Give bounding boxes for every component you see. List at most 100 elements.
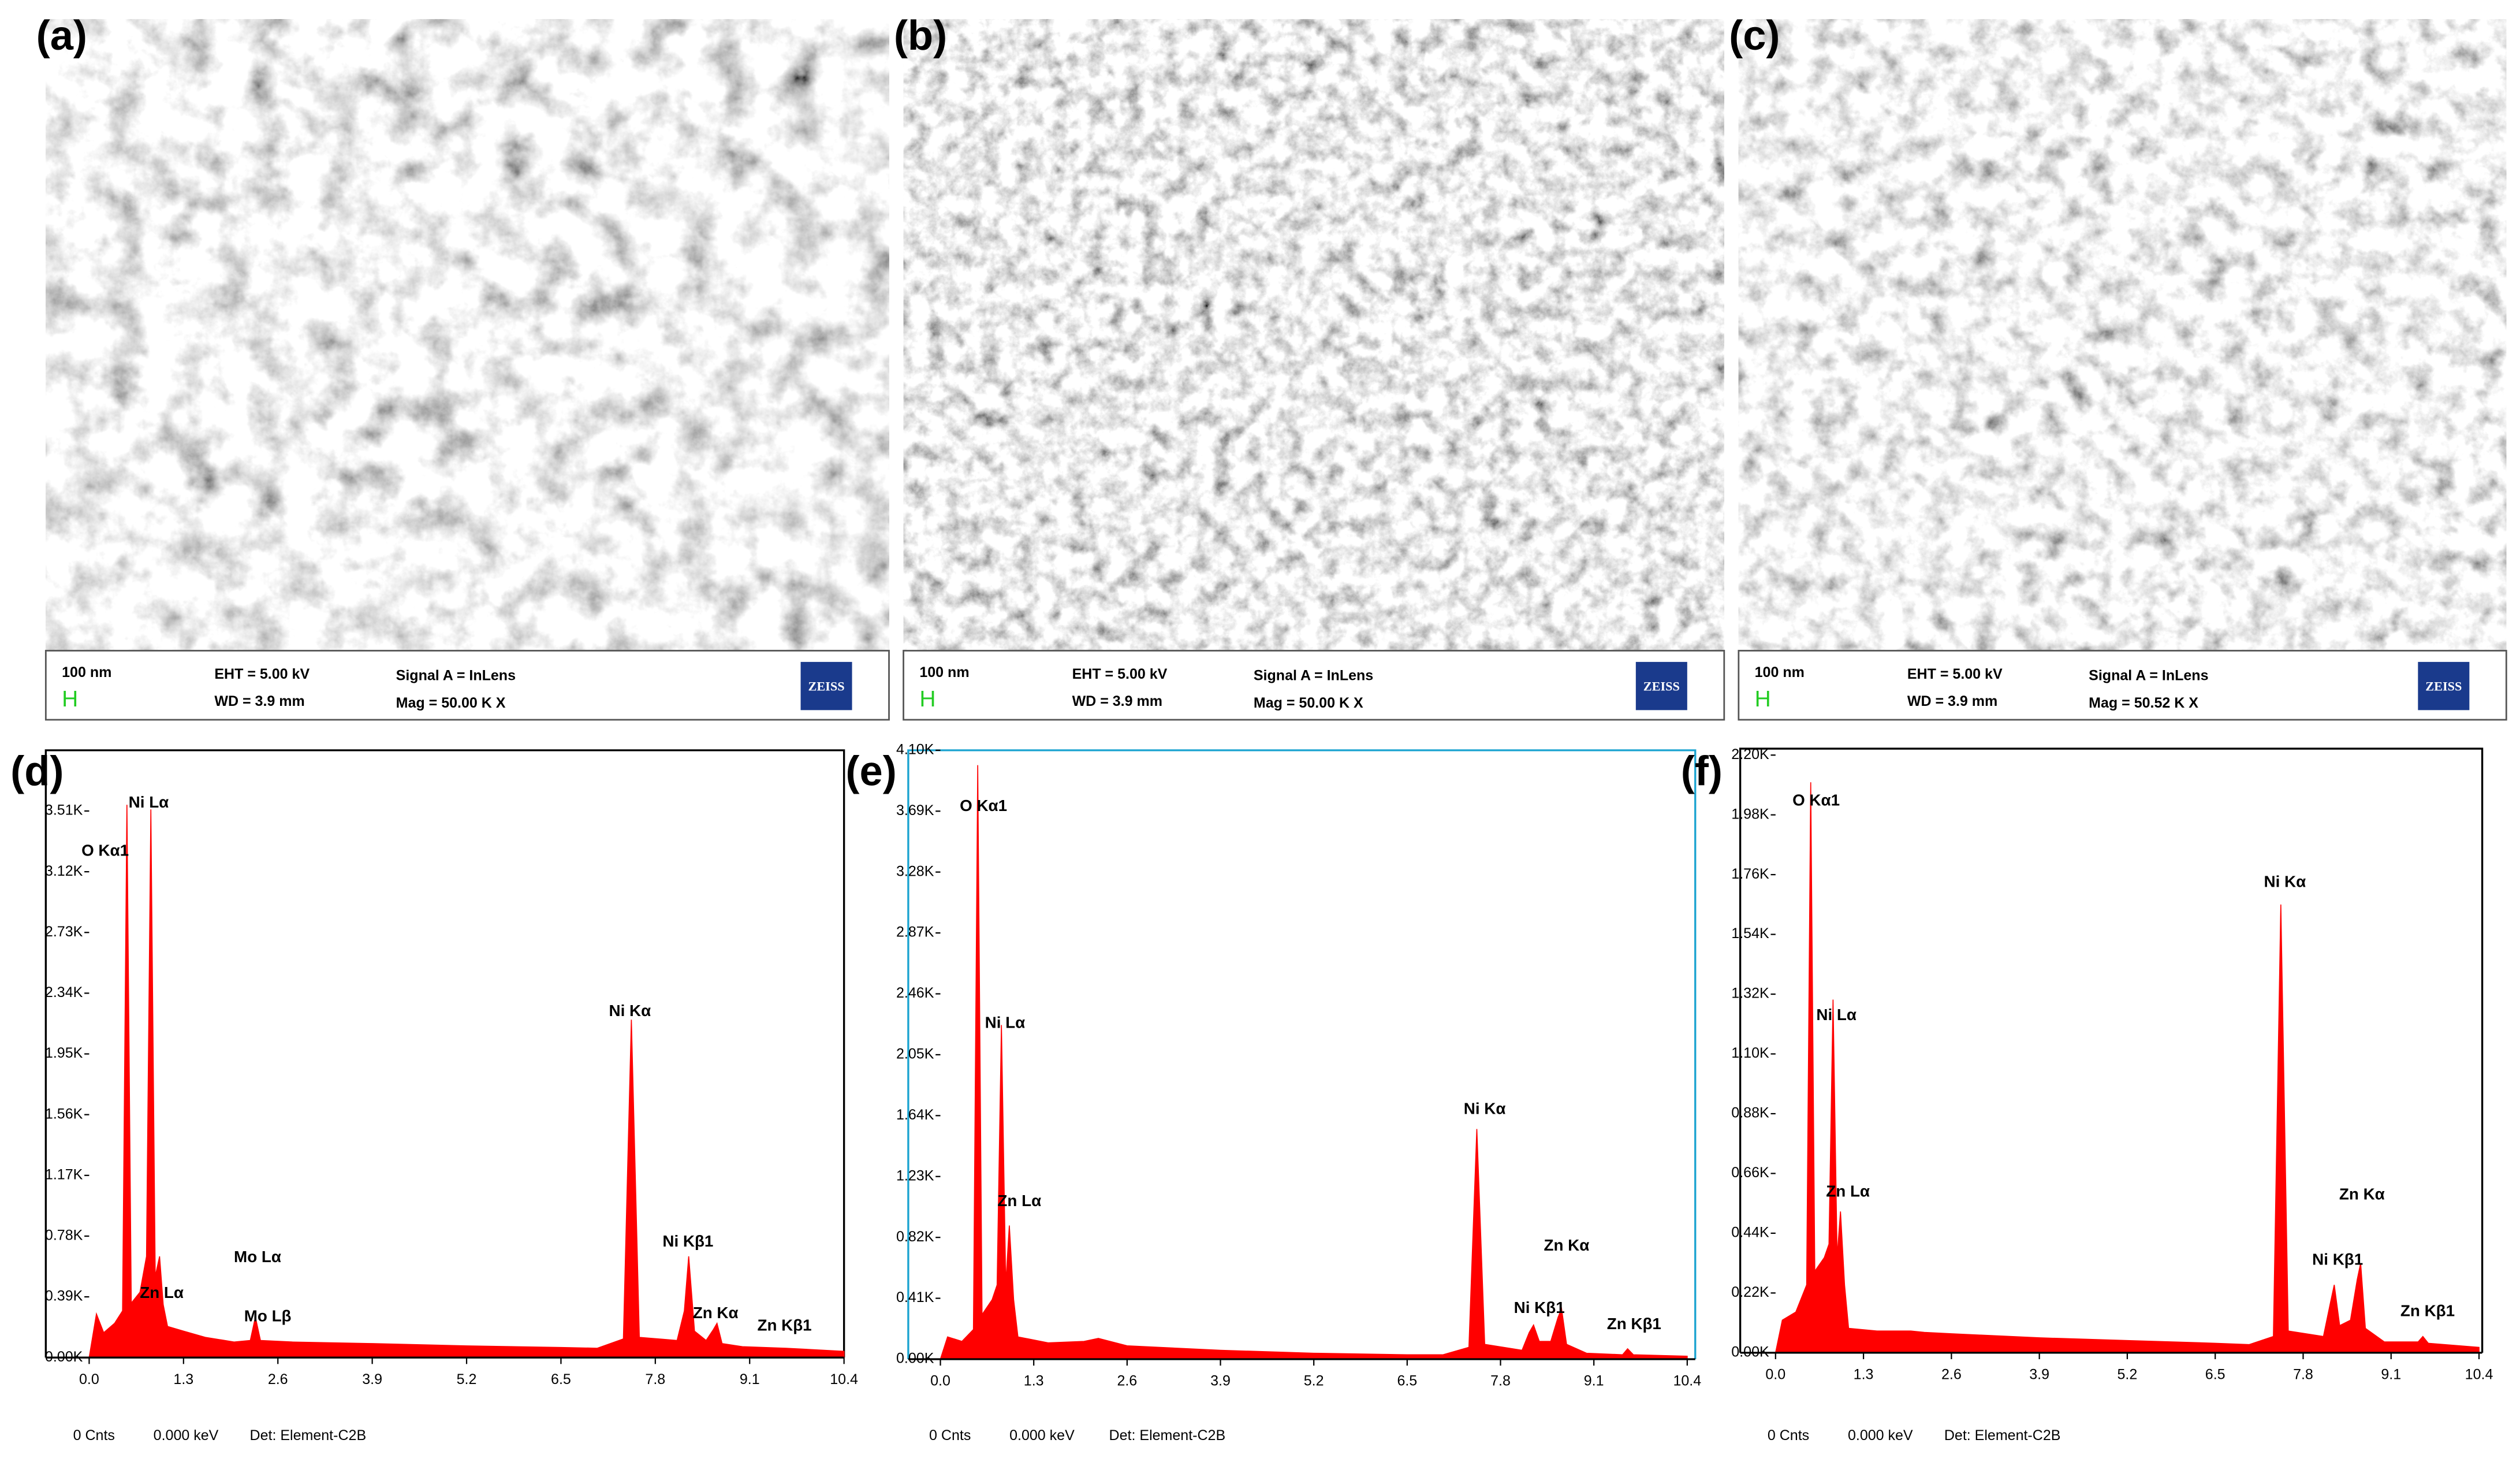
peak-label: Ni Kα bbox=[2264, 873, 2306, 891]
y-tick-label: 0.39K bbox=[45, 1288, 83, 1304]
panel-letter: (c) bbox=[1729, 13, 1780, 59]
footer-text: 0.000 keV bbox=[1848, 1427, 1913, 1444]
y-tick-label: 0.88K bbox=[1731, 1105, 1769, 1121]
x-tick-label: 9.1 bbox=[2381, 1366, 2401, 1382]
sem-image bbox=[903, 19, 1724, 651]
peak-label: Zn Kβ1 bbox=[757, 1316, 811, 1334]
footer-text: 0.000 keV bbox=[1009, 1427, 1075, 1444]
mag: Mag = 50.00 K X bbox=[396, 695, 506, 711]
peak-label: O Kα1 bbox=[960, 797, 1007, 814]
scale-bar-label: 100 nm bbox=[1755, 664, 1805, 680]
sem-image bbox=[1738, 19, 2507, 651]
y-tick-label: 1.10K bbox=[1731, 1045, 1769, 1061]
y-tick-label: 0.00K bbox=[1731, 1344, 1769, 1360]
y-tick-label: 0.44K bbox=[1731, 1225, 1769, 1241]
x-tick-label: 2.6 bbox=[1941, 1366, 1962, 1382]
x-tick-label: 5.2 bbox=[1304, 1373, 1324, 1389]
y-tick-label: 2.05K bbox=[896, 1046, 934, 1062]
y-tick-label: 3.12K bbox=[45, 863, 83, 879]
peak-label: O Kα1 bbox=[1792, 791, 1840, 809]
peak-label: Ni Kβ1 bbox=[662, 1232, 713, 1250]
wd: WD = 3.9 mm bbox=[1907, 693, 1997, 709]
wd: WD = 3.9 mm bbox=[214, 693, 304, 709]
info-bar bbox=[1738, 650, 2507, 721]
x-tick-label: 10.4 bbox=[2465, 1366, 2493, 1382]
x-tick-label: 3.9 bbox=[2029, 1366, 2049, 1382]
footer-text: Det: Element-C2B bbox=[250, 1427, 367, 1444]
logo-box bbox=[1635, 661, 1687, 710]
peak-label: Zn Kβ1 bbox=[1607, 1315, 1661, 1333]
x-tick-label: 6.5 bbox=[551, 1371, 571, 1387]
y-tick-label: 0.00K bbox=[45, 1349, 83, 1365]
y-tick-label: 2.87K bbox=[896, 924, 934, 940]
signal: Signal A = InLens bbox=[1254, 668, 1373, 684]
y-tick-label: 1.23K bbox=[896, 1167, 934, 1184]
x-tick-label: 1.3 bbox=[1024, 1373, 1044, 1389]
peak-label: Ni Kα bbox=[609, 1002, 651, 1020]
eht: EHT = 5.00 kV bbox=[1072, 666, 1168, 682]
panel-letter: (a) bbox=[36, 13, 87, 59]
peak-label: Zn Kβ1 bbox=[2400, 1302, 2455, 1320]
info-bar bbox=[903, 650, 1725, 721]
signal: Signal A = InLens bbox=[396, 668, 516, 684]
x-tick-label: 1.3 bbox=[173, 1371, 193, 1387]
x-tick-label: 5.2 bbox=[457, 1371, 477, 1387]
panel-letter: (f) bbox=[1681, 749, 1723, 795]
y-tick-label: 0.00K bbox=[896, 1351, 934, 1367]
y-tick-label: 0.78K bbox=[45, 1227, 83, 1244]
x-tick-label: 7.8 bbox=[2293, 1366, 2313, 1382]
panel-letter: (d) bbox=[10, 749, 64, 795]
peak-label: Zn Lα bbox=[997, 1192, 1041, 1210]
frame bbox=[1739, 747, 2484, 1353]
eht: EHT = 5.00 kV bbox=[1907, 666, 2003, 682]
scale-bar-marker: H bbox=[919, 687, 935, 712]
peak-label: Zn Kα bbox=[1544, 1236, 1589, 1254]
y-tick-label: 2.34K bbox=[45, 984, 83, 1000]
y-tick-label: 0.22K bbox=[1731, 1284, 1769, 1300]
footer-text: 0 Cnts bbox=[929, 1427, 971, 1444]
logo-box bbox=[800, 661, 852, 710]
signal: Signal A = InLens bbox=[2089, 668, 2208, 684]
y-tick-label: 3.51K bbox=[45, 802, 83, 819]
info-bar bbox=[44, 650, 890, 721]
x-tick-label: 7.8 bbox=[1490, 1373, 1511, 1389]
y-tick-label: 4.10K bbox=[896, 741, 934, 757]
y-tick-label: 2.20K bbox=[1731, 746, 1769, 762]
spectrum bbox=[1775, 782, 2480, 1353]
y-tick-label: 3.69K bbox=[896, 802, 934, 819]
y-tick-label: 1.54K bbox=[1731, 925, 1769, 942]
peak-label: Mo Lα bbox=[234, 1248, 281, 1266]
y-tick-label: 1.76K bbox=[1731, 866, 1769, 882]
x-tick-label: 3.9 bbox=[1210, 1373, 1231, 1389]
peak-label: Zn Kα bbox=[693, 1304, 739, 1322]
y-tick-label: 0.41K bbox=[896, 1289, 934, 1305]
x-tick-label: 2.6 bbox=[268, 1371, 288, 1387]
x-tick-label: 0.0 bbox=[1765, 1366, 1785, 1382]
y-tick-label: 3.28K bbox=[896, 863, 934, 879]
logo: ZEISS bbox=[808, 679, 844, 694]
mag: Mag = 50.52 K X bbox=[2089, 695, 2198, 711]
mag: Mag = 50.00 K X bbox=[1254, 695, 1363, 711]
peak-label: Ni Kβ1 bbox=[1514, 1299, 1565, 1316]
scale-bar-marker: H bbox=[62, 687, 78, 712]
logo: ZEISS bbox=[1643, 679, 1680, 694]
wd: WD = 3.9 mm bbox=[1072, 693, 1162, 709]
peak-label: Zn Lα bbox=[140, 1284, 184, 1301]
x-tick-label: 10.4 bbox=[1673, 1373, 1701, 1389]
footer-text: 0 Cnts bbox=[73, 1427, 115, 1444]
peak-label: Ni Lα bbox=[985, 1013, 1026, 1031]
scale-bar-marker: H bbox=[1755, 687, 1771, 712]
frame bbox=[907, 749, 1697, 1359]
panel-letter: (b) bbox=[894, 13, 947, 59]
x-tick-label: 5.2 bbox=[2118, 1366, 2138, 1382]
footer-text: Det: Element-C2B bbox=[1109, 1427, 1226, 1444]
y-tick-label: 1.56K bbox=[45, 1106, 83, 1122]
x-tick-label: 0.0 bbox=[930, 1373, 950, 1389]
x-tick-label: 10.4 bbox=[830, 1371, 858, 1387]
sem-image bbox=[46, 19, 889, 651]
eht: EHT = 5.00 kV bbox=[214, 666, 310, 682]
x-tick-label: 9.1 bbox=[740, 1371, 760, 1387]
y-tick-label: 1.64K bbox=[896, 1107, 934, 1123]
peak-label: Ni Lα bbox=[129, 793, 169, 811]
